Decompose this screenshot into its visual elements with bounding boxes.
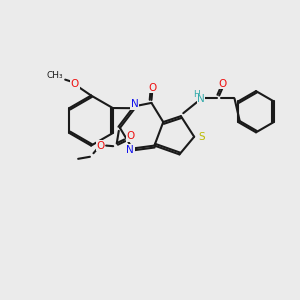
Text: O: O bbox=[127, 131, 135, 141]
Text: O: O bbox=[71, 79, 79, 89]
Text: CH₃: CH₃ bbox=[47, 71, 64, 80]
Text: O: O bbox=[148, 82, 156, 93]
Text: S: S bbox=[198, 132, 205, 142]
Text: N: N bbox=[126, 145, 134, 155]
Text: O: O bbox=[218, 79, 226, 89]
Text: N: N bbox=[131, 99, 139, 110]
Text: H: H bbox=[193, 90, 200, 99]
Text: O: O bbox=[97, 141, 105, 151]
Text: N: N bbox=[197, 94, 205, 104]
